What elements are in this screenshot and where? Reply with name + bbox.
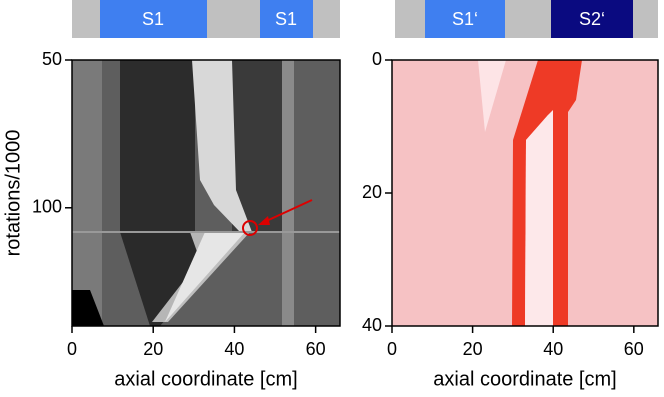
segment [425,0,505,38]
y-tick-label: 0 [372,49,382,69]
x-tick-label: 0 [67,339,77,359]
y-axis-label: rotations/1000 [2,130,24,257]
segment-label: S1 [142,9,164,29]
x-tick-label: 40 [543,339,563,359]
segment [551,0,633,38]
y-tick-label: 50 [42,49,62,69]
y-tick-label: 20 [362,182,382,202]
kymograph-image [392,60,658,326]
y-tick-label: 100 [32,197,62,217]
arrow [261,199,313,224]
arrow-head [258,216,270,225]
segment-label: S1‘ [452,9,478,29]
x-tick-label: 40 [224,339,244,359]
y-tick-label: 40 [362,315,382,335]
segment-label: S1 [275,9,297,29]
x-tick-label: 60 [624,339,644,359]
segment [100,0,207,38]
x-tick-label: 0 [387,339,397,359]
x-tick-label: 20 [143,339,163,359]
x-tick-label: 60 [306,339,326,359]
segment [260,0,313,38]
plot-frame [71,59,341,327]
marker-circle [242,220,258,236]
x-tick-label: 20 [463,339,483,359]
segment-label: S2‘ [579,9,605,29]
x-axis-label: axial coordinate [cm] [433,368,616,390]
kymograph-image [72,60,340,326]
x-axis-label: axial coordinate [cm] [114,368,297,390]
